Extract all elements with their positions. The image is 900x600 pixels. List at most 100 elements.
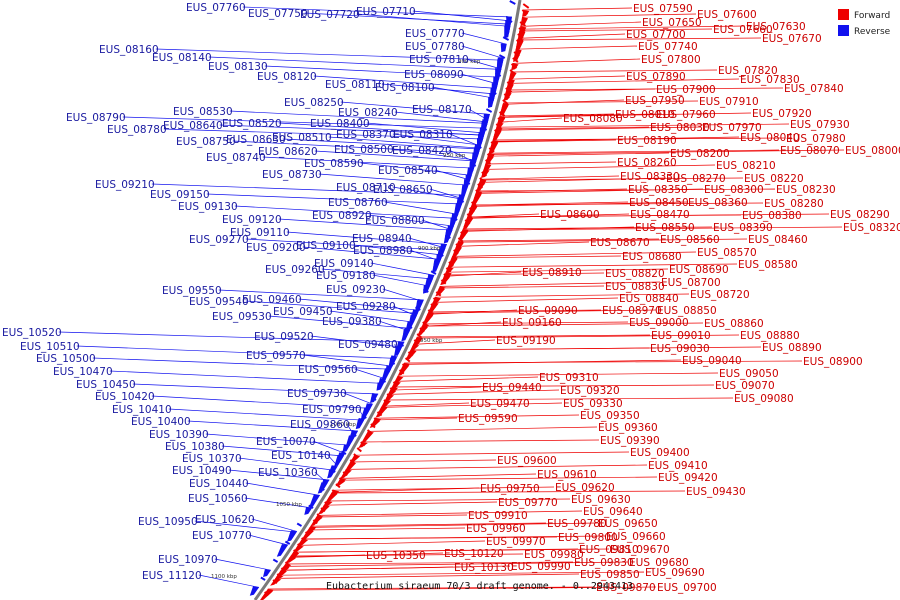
forward-gene-label: EUS_09700 xyxy=(657,582,717,594)
gene-block xyxy=(458,198,465,203)
gene-block xyxy=(484,159,492,165)
gene-block xyxy=(276,573,282,579)
gene-block xyxy=(406,324,413,329)
gene-arrow xyxy=(263,569,271,577)
forward-gene-label: EUS_09800 xyxy=(558,532,618,544)
gene-arrow xyxy=(381,368,391,382)
leader-line xyxy=(132,383,379,395)
reverse-gene-label: EUS_09860 xyxy=(290,419,350,431)
forward-gene-label: EUS_07740 xyxy=(638,41,698,53)
gene-block xyxy=(464,180,471,185)
leader-line xyxy=(238,457,336,471)
reverse-gene-label: EUS_08620 xyxy=(258,146,318,158)
gene-arrow xyxy=(249,586,259,596)
reverse-gene-label: EUS_10400 xyxy=(131,416,191,428)
reverse-gene-label: EUS_09730 xyxy=(287,388,347,400)
leader-line xyxy=(408,237,446,249)
forward-gene-label: EUS_08070 xyxy=(780,145,840,157)
leader-line xyxy=(397,372,719,377)
gene-block xyxy=(486,153,493,159)
leader-line xyxy=(523,7,633,11)
legend-label-reverse: Reverse xyxy=(854,27,891,37)
gene-arrow xyxy=(422,314,434,325)
gene-block xyxy=(353,453,359,459)
forward-gene-label: EUS_09440 xyxy=(482,382,542,394)
gene-block xyxy=(413,339,420,345)
leader-line xyxy=(428,309,602,313)
leader-line xyxy=(422,321,629,325)
reverse-gene-label: EUS_08090 xyxy=(404,69,464,81)
leader-line xyxy=(92,357,392,370)
forward-gene-label: EUS_08890 xyxy=(762,342,822,354)
leader-line xyxy=(122,116,487,129)
gene-block xyxy=(440,279,447,285)
gene-block xyxy=(513,51,520,57)
gene-block xyxy=(366,429,373,435)
reverse-gene-label: EUS_08500 xyxy=(334,144,394,156)
gene-block xyxy=(360,441,366,447)
leader-line xyxy=(457,238,748,243)
gene-block xyxy=(457,237,464,243)
reverse-gene-label: EUS_08310 xyxy=(393,129,453,141)
leader-line xyxy=(458,238,660,242)
leader-line xyxy=(331,487,480,493)
forward-gene-label: EUS_07960 xyxy=(656,109,716,121)
gene-block xyxy=(444,234,451,239)
position-tick-label: 900 kbp xyxy=(458,59,481,65)
forward-gene-label: EUS_07930 xyxy=(790,119,850,131)
gene-block xyxy=(517,33,524,39)
reverse-gene-label: EUS_08100 xyxy=(375,82,435,94)
leader-line xyxy=(267,586,596,590)
gene-block xyxy=(432,297,439,303)
leader-line xyxy=(321,268,433,280)
leader-line xyxy=(480,177,744,181)
reverse-gene-label: EUS_10370 xyxy=(182,453,242,465)
leader-line xyxy=(487,152,670,157)
reverse-gene-label: EUS_08240 xyxy=(338,107,398,119)
leader-line xyxy=(317,510,583,516)
reverse-gene-label: EUS_11120 xyxy=(142,570,202,582)
gene-block xyxy=(373,417,379,423)
forward-gene-label: EUS_08030 xyxy=(650,122,710,134)
forward-gene-label: EUS_09080 xyxy=(734,393,794,405)
gene-arrow xyxy=(423,285,430,294)
gene-block xyxy=(451,216,458,221)
leader-line xyxy=(392,133,482,146)
position-tick-label: 950 kbp xyxy=(443,153,466,159)
gene-arrow xyxy=(287,530,297,542)
gene-block xyxy=(430,270,437,275)
forward-gene-label: EUS_08680 xyxy=(622,251,682,263)
forward-gene-label: EUS_09010 xyxy=(651,330,711,342)
gene-block xyxy=(422,288,429,293)
forward-gene-label: EUS_08380 xyxy=(742,210,802,222)
legend-label-forward: Forward xyxy=(854,11,890,21)
gene-block xyxy=(506,18,513,23)
leader-line xyxy=(488,149,845,155)
leader-line xyxy=(461,45,504,59)
gene-block xyxy=(342,471,348,477)
forward-gene-label: EUS_07890 xyxy=(626,71,686,83)
forward-gene-label: EUS_08040 xyxy=(740,132,800,144)
forward-gene-label: EUS_09000 xyxy=(629,317,689,329)
leader-line xyxy=(413,339,496,345)
forward-gene-label: EUS_09670 xyxy=(610,544,670,556)
leader-line xyxy=(343,392,373,405)
reverse-gene-label: EUS_10950 xyxy=(138,516,198,528)
gene-arrow xyxy=(499,103,509,116)
leader-line xyxy=(434,293,690,298)
forward-gene-label: EUS_08580 xyxy=(738,259,798,271)
gene-block xyxy=(466,213,473,219)
gene-block xyxy=(335,483,341,489)
gene-block xyxy=(386,393,392,399)
forward-gene-label: EUS_09610 xyxy=(537,469,597,481)
forward-gene-label: EUS_07820 xyxy=(718,65,778,77)
gene-arrow xyxy=(453,203,462,218)
leader-line xyxy=(340,473,537,479)
reverse-gene-label: EUS_10560 xyxy=(188,493,248,505)
leader-line xyxy=(495,126,702,131)
gene-block xyxy=(284,561,290,567)
reverse-gene-label: EUS_10360 xyxy=(258,467,318,479)
leader-line xyxy=(268,315,411,329)
reverse-gene-label: EUS_10620 xyxy=(195,514,255,526)
